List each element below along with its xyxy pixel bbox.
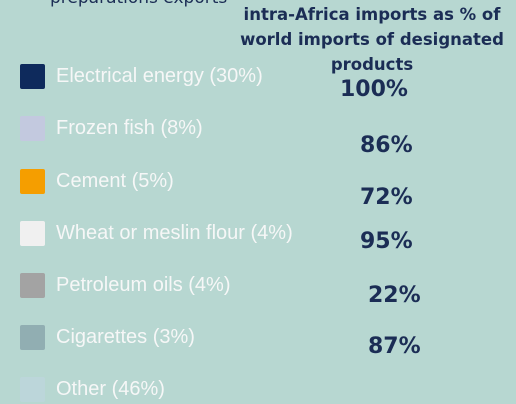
- heading-line: products: [330, 55, 414, 74]
- legend-label: Cigarettes (3%): [56, 326, 195, 348]
- swatch: [20, 377, 45, 402]
- swatch: [20, 116, 45, 141]
- swatch: [20, 64, 45, 89]
- legend-label: Wheat or meslin flour (4%): [56, 222, 293, 244]
- heading-line: intra-Africa imports as % of: [243, 5, 501, 24]
- heading-line: world imports of designated: [240, 30, 504, 49]
- swatch: [20, 325, 45, 350]
- legend-label: Frozen fish (8%): [56, 117, 203, 139]
- legend-label: Cement (5%): [56, 170, 174, 192]
- share-value: 100%: [340, 77, 408, 102]
- legend-label: Petroleum oils (4%): [56, 274, 231, 296]
- share-value: 22%: [368, 283, 421, 308]
- share-value: 95%: [360, 229, 413, 254]
- cut-text: preparations exports: [50, 0, 227, 8]
- share-value: 86%: [360, 133, 413, 158]
- legend-label: Electrical energy (30%): [56, 65, 263, 87]
- swatch: [20, 221, 45, 246]
- share-value: 87%: [368, 334, 421, 359]
- swatch: [20, 273, 45, 298]
- legend-label: Other (46%): [56, 378, 165, 400]
- swatch: [20, 169, 45, 194]
- share-value: 72%: [360, 185, 413, 210]
